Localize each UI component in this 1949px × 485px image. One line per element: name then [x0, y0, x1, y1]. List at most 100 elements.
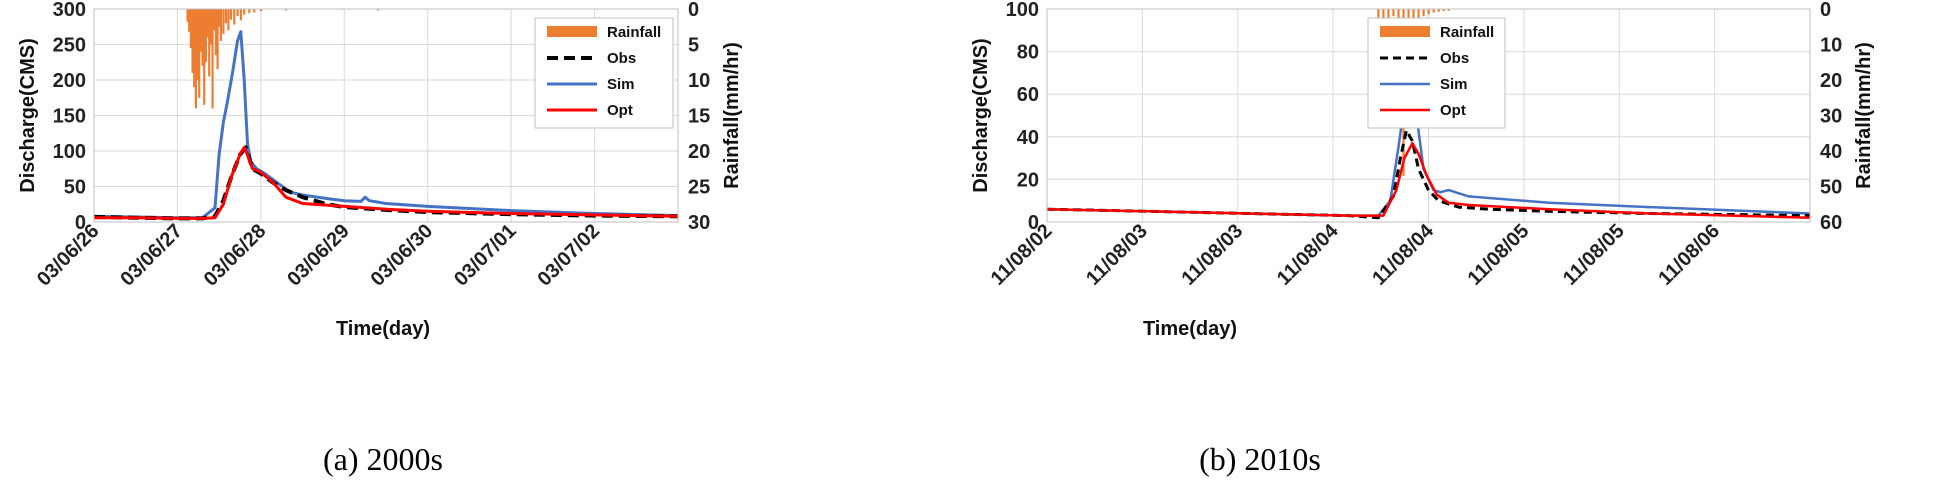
rainfall-bar: [253, 9, 256, 13]
y2-tick-label: 10: [1820, 35, 1842, 57]
rainfall-bar: [236, 9, 239, 17]
legend-swatch-rainfall: [547, 26, 597, 37]
rainfall-bar: [1447, 9, 1450, 11]
legend-label: Rainfall: [1440, 24, 1494, 41]
rainfall-bar: [284, 9, 288, 11]
y-tick-label: 100: [53, 141, 86, 163]
legend-swatch-rainfall: [1380, 26, 1430, 37]
x-tick-label: 03/06/28: [200, 220, 271, 291]
y2-tick-label: 20: [688, 141, 710, 163]
rainfall-bar: [199, 9, 202, 52]
x-tick-label: 03/06/30: [367, 220, 438, 291]
rainfall-bar: [1427, 9, 1430, 15]
rainfall-bar: [209, 9, 212, 45]
y-tick-label: 60: [1017, 84, 1039, 106]
x-tick-label: 03/07/01: [450, 220, 521, 291]
rainfall-bar: [219, 9, 223, 41]
series-line-opt: [1046, 141, 1811, 219]
panel-caption: (b) 2010s: [1199, 441, 1321, 477]
x-tick-label: 11/08/04: [1273, 219, 1343, 289]
rainfall-bar: [227, 9, 230, 31]
rainfall-bar: [193, 9, 196, 88]
y2-tick-label: 0: [1820, 0, 1831, 21]
x-axis-title: Time(day): [336, 318, 430, 340]
y-tick-label: 250: [53, 35, 86, 57]
x-tick-label: 03/07/02: [533, 220, 604, 291]
y2-tick-label: 30: [1820, 106, 1842, 128]
rainfall-bar: [1392, 9, 1395, 17]
y2-axis-title: Rainfall(mm/hr): [1853, 42, 1875, 189]
rainfall-bar: [233, 9, 236, 25]
y-tick-label: 200: [53, 70, 86, 92]
y2-tick-label: 30: [688, 212, 710, 234]
legend-label: Obs: [607, 50, 636, 67]
rainfall-bar: [376, 9, 379, 11]
y2-tick-label: 60: [1820, 212, 1842, 234]
legend-label: Sim: [607, 76, 635, 93]
rainfall-bar: [206, 9, 209, 38]
rainfall-bar: [259, 9, 263, 12]
y2-tick-label: 20: [1820, 70, 1842, 92]
rainfall-bar: [239, 9, 243, 21]
legend: Rainfall Obs Sim Opt: [534, 17, 674, 129]
x-tick-label: 11/08/04: [1368, 219, 1438, 289]
rainfall-bar: [188, 9, 191, 32]
rainfall-bar: [211, 9, 214, 109]
y-tick-label: 0: [75, 212, 86, 234]
x-tick-label: 11/08/02: [987, 220, 1057, 290]
y2-tick-label: 15: [688, 106, 710, 128]
rainfall-bar: [216, 9, 219, 70]
y2-tick-label: 50: [1820, 177, 1842, 199]
y-axis-title: Discharge(CMS): [970, 38, 992, 192]
rainfall-bar: [214, 9, 218, 56]
y-tick-label: 80: [1017, 42, 1039, 64]
rainfall-bar: [224, 9, 228, 24]
legend-label: Sim: [1440, 76, 1468, 93]
y2-tick-label: 0: [688, 0, 699, 21]
rainfall-bar: [222, 9, 225, 34]
rainfall-bar: [198, 9, 201, 98]
rainfall-bar: [191, 9, 194, 73]
y-tick-label: 40: [1017, 127, 1039, 149]
y-tick-label: 150: [53, 106, 86, 128]
rainfall-bar: [1437, 9, 1440, 12]
legend-label: Opt: [607, 102, 633, 119]
x-tick-label: 11/08/03: [1082, 220, 1152, 290]
x-tick-label: 03/06/29: [283, 220, 354, 291]
rainfall-bar: [204, 9, 207, 63]
rainfall-bar: [243, 9, 246, 15]
panel-b-2010s: 0 20 40 60 80 100 0 10 20 30 40 50 60 11/08/02 11/08/0…: [970, 0, 1875, 477]
y-axis-title: Discharge(CMS): [17, 38, 39, 192]
rainfall-bar: [208, 9, 211, 77]
rainfall-bar: [203, 9, 206, 105]
x-tick-label: 11/08/06: [1654, 220, 1724, 290]
plot-frame: [1046, 8, 1811, 223]
rainfall-bar: [1422, 9, 1425, 17]
rainfall-bar: [1442, 9, 1445, 12]
y2-axis-title: Rainfall(mm/hr): [721, 42, 743, 189]
y-tick-label: 300: [53, 0, 86, 21]
series-line-sim: [93, 30, 679, 220]
rainfall-bar: [213, 9, 216, 31]
y2-tick-label: 40: [1820, 141, 1842, 163]
rainfall-bar: [196, 9, 199, 80]
x-tick-label: 03/06/26: [33, 220, 104, 291]
plot-frame: [93, 8, 679, 223]
x-tick-label: 03/06/27: [116, 220, 187, 291]
rainfall-bar: [229, 9, 233, 20]
y-tick-label: 100: [1006, 0, 1039, 21]
rainfall-bar: [218, 9, 221, 27]
legend: Rainfall Obs Sim Opt: [1367, 17, 1506, 129]
legend-label: Rainfall: [607, 24, 661, 41]
y-tick-label: 0: [1028, 212, 1039, 234]
rainfall-bar: [194, 9, 197, 109]
y2-tick-label: 25: [688, 177, 710, 199]
x-axis-title: Time(day): [1143, 318, 1237, 340]
rainfall-bar: [1407, 9, 1410, 20]
rainfall-bar: [1432, 9, 1435, 13]
rainfall-bar: [186, 9, 189, 22]
rainfall-bar: [189, 9, 192, 49]
y2-tick-label: 10: [688, 70, 710, 92]
